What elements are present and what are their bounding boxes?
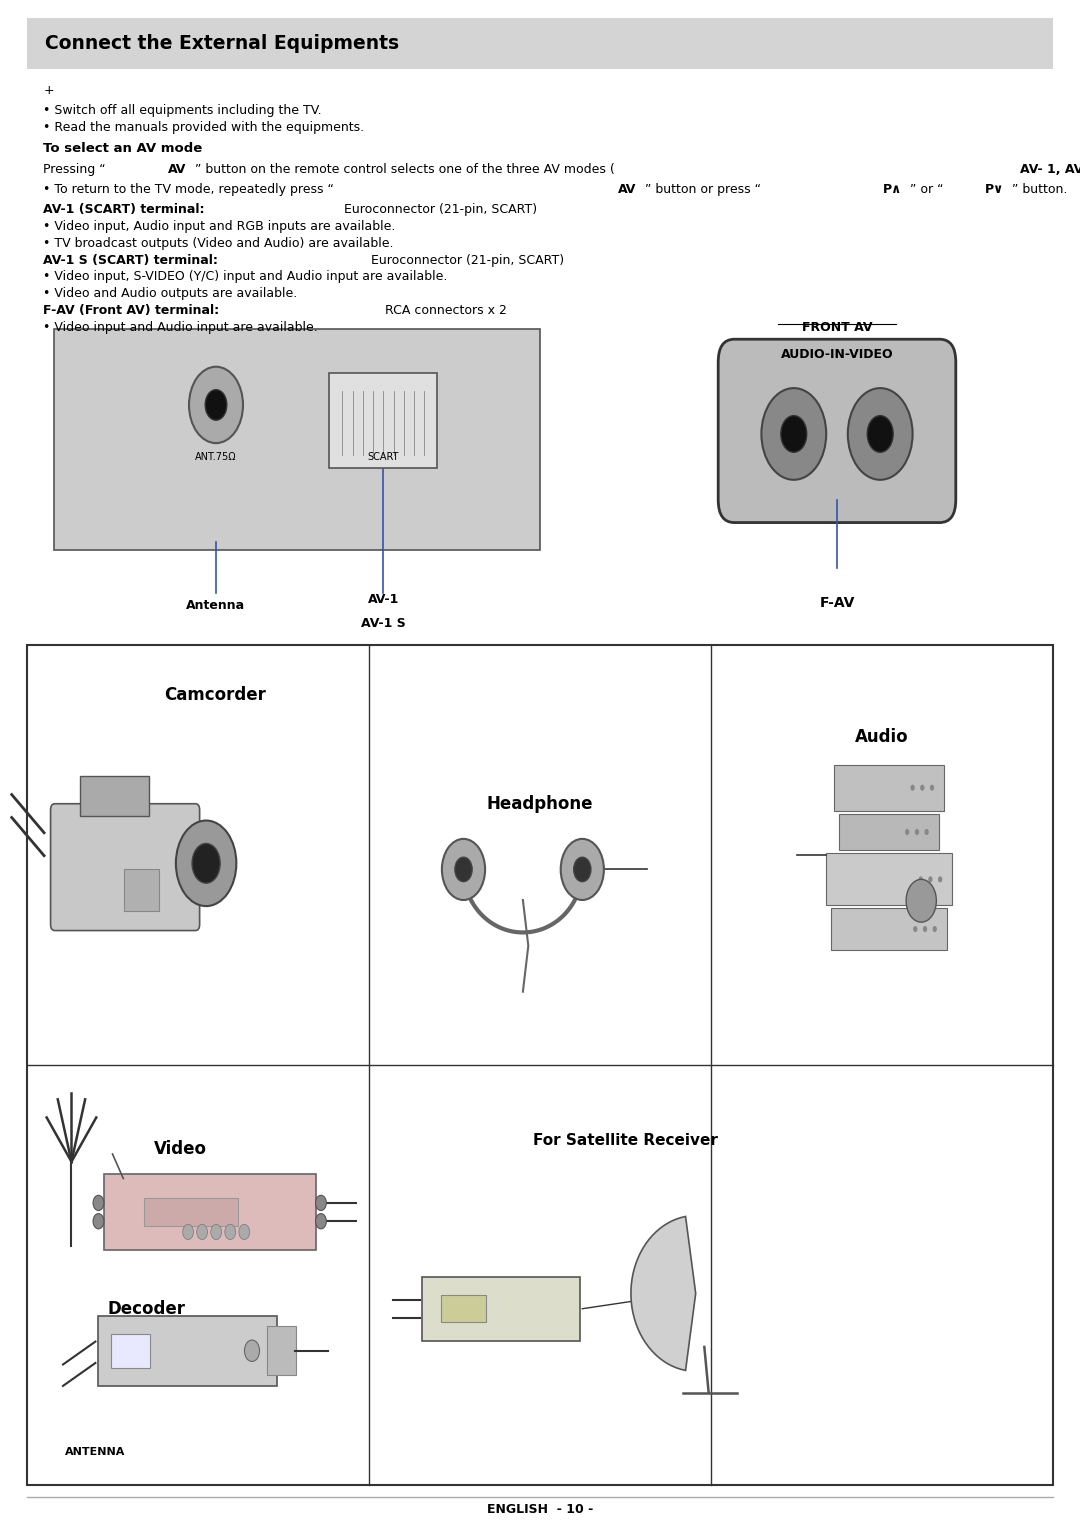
Text: Pressing “: Pressing “ (43, 163, 106, 177)
FancyBboxPatch shape (80, 776, 149, 816)
Text: AUDIO-IN-VIDEO: AUDIO-IN-VIDEO (781, 348, 893, 362)
Circle shape (906, 880, 936, 923)
FancyBboxPatch shape (834, 766, 944, 810)
Text: Video: Video (154, 1140, 207, 1158)
Text: AV: AV (618, 183, 636, 197)
Circle shape (922, 926, 927, 932)
Text: ” or “: ” or “ (909, 183, 943, 197)
Text: AV- 1, AV-1 S: AV- 1, AV-1 S (1021, 163, 1080, 177)
Text: Headphone: Headphone (487, 796, 593, 813)
Circle shape (937, 876, 942, 883)
Circle shape (761, 388, 826, 480)
Text: P∧: P∧ (882, 183, 902, 197)
Text: Connect the External Equipments: Connect the External Equipments (45, 34, 400, 53)
FancyBboxPatch shape (27, 18, 1053, 69)
FancyBboxPatch shape (124, 869, 159, 911)
Text: Euroconnector (21-pin, SCART): Euroconnector (21-pin, SCART) (367, 254, 565, 267)
Text: • Video and Audio outputs are available.: • Video and Audio outputs are available. (43, 287, 297, 301)
Circle shape (225, 1224, 235, 1239)
Text: • Read the manuals provided with the equipments.: • Read the manuals provided with the equ… (43, 121, 364, 134)
Text: Audio: Audio (855, 729, 908, 746)
FancyBboxPatch shape (832, 908, 946, 949)
Text: ANT.75Ω: ANT.75Ω (195, 452, 237, 463)
FancyBboxPatch shape (825, 853, 953, 905)
Text: ” button.: ” button. (1012, 183, 1067, 197)
Text: ” button on the remote control selects one of the three AV modes (: ” button on the remote control selects o… (195, 163, 615, 177)
Text: SCART: SCART (367, 452, 400, 463)
Circle shape (315, 1195, 326, 1210)
Circle shape (924, 828, 929, 834)
Circle shape (205, 390, 227, 420)
Text: To select an AV mode: To select an AV mode (43, 142, 202, 156)
Circle shape (561, 839, 604, 900)
Circle shape (183, 1224, 193, 1239)
FancyBboxPatch shape (267, 1326, 296, 1375)
FancyBboxPatch shape (110, 1334, 150, 1368)
Text: ENGLISH  - 10 -: ENGLISH - 10 - (487, 1504, 593, 1516)
Circle shape (573, 857, 591, 882)
Circle shape (920, 784, 924, 792)
Text: AV-1 S: AV-1 S (361, 617, 406, 631)
Circle shape (455, 857, 472, 882)
Text: For Satellite Receiver: For Satellite Receiver (534, 1134, 718, 1148)
Circle shape (905, 828, 909, 834)
Circle shape (93, 1195, 104, 1210)
Text: • Video input, S-VIDEO (Y/C) input and Audio input are available.: • Video input, S-VIDEO (Y/C) input and A… (43, 270, 447, 284)
Text: • TV broadcast outputs (Video and Audio) are available.: • TV broadcast outputs (Video and Audio)… (43, 237, 394, 251)
Text: FRONT AV: FRONT AV (801, 321, 873, 335)
Text: Decoder: Decoder (108, 1300, 186, 1317)
Circle shape (781, 416, 807, 452)
Circle shape (910, 784, 915, 792)
Text: +: + (43, 84, 54, 98)
FancyBboxPatch shape (51, 804, 200, 931)
Text: • To return to the TV mode, repeatedly press “: • To return to the TV mode, repeatedly p… (43, 183, 334, 197)
Text: AV-1 S (SCART) terminal:: AV-1 S (SCART) terminal: (43, 254, 218, 267)
Text: F-AV: F-AV (820, 596, 854, 610)
FancyBboxPatch shape (422, 1277, 580, 1342)
Text: • Video input and Audio input are available.: • Video input and Audio input are availa… (43, 321, 318, 335)
Circle shape (930, 784, 934, 792)
Text: AV-1: AV-1 (367, 593, 400, 607)
Text: F-AV (Front AV) terminal:: F-AV (Front AV) terminal: (43, 304, 219, 318)
FancyBboxPatch shape (718, 339, 956, 523)
FancyBboxPatch shape (144, 1198, 238, 1225)
Circle shape (915, 828, 919, 834)
Circle shape (197, 1224, 207, 1239)
Text: Antenna: Antenna (187, 599, 245, 613)
Text: • Switch off all equipments including the TV.: • Switch off all equipments including th… (43, 104, 322, 118)
FancyBboxPatch shape (54, 329, 540, 550)
Circle shape (192, 843, 220, 883)
FancyBboxPatch shape (441, 1296, 486, 1323)
Circle shape (239, 1224, 249, 1239)
FancyBboxPatch shape (97, 1316, 276, 1386)
Polygon shape (631, 1216, 696, 1371)
Circle shape (189, 367, 243, 443)
FancyBboxPatch shape (839, 813, 939, 850)
FancyBboxPatch shape (27, 645, 1053, 1485)
Circle shape (93, 1213, 104, 1229)
Text: RCA connectors x 2: RCA connectors x 2 (381, 304, 507, 318)
Circle shape (315, 1213, 326, 1229)
Circle shape (932, 926, 936, 932)
Circle shape (918, 876, 922, 883)
Text: Euroconnector (21-pin, SCART): Euroconnector (21-pin, SCART) (340, 203, 538, 217)
Text: ANTENNA: ANTENNA (65, 1447, 125, 1456)
Text: P∨: P∨ (985, 183, 1004, 197)
Circle shape (211, 1224, 221, 1239)
Circle shape (914, 926, 917, 932)
Text: • Video input, Audio input and RGB inputs are available.: • Video input, Audio input and RGB input… (43, 220, 395, 234)
Circle shape (929, 876, 932, 883)
Text: AV: AV (168, 163, 187, 177)
Circle shape (176, 821, 237, 906)
FancyBboxPatch shape (104, 1174, 315, 1250)
Circle shape (442, 839, 485, 900)
Text: AV-1 (SCART) terminal:: AV-1 (SCART) terminal: (43, 203, 205, 217)
Text: Camcorder: Camcorder (164, 686, 266, 704)
Text: ” button or press “: ” button or press “ (645, 183, 761, 197)
Circle shape (244, 1340, 259, 1361)
Circle shape (848, 388, 913, 480)
FancyBboxPatch shape (329, 373, 437, 468)
Circle shape (867, 416, 893, 452)
